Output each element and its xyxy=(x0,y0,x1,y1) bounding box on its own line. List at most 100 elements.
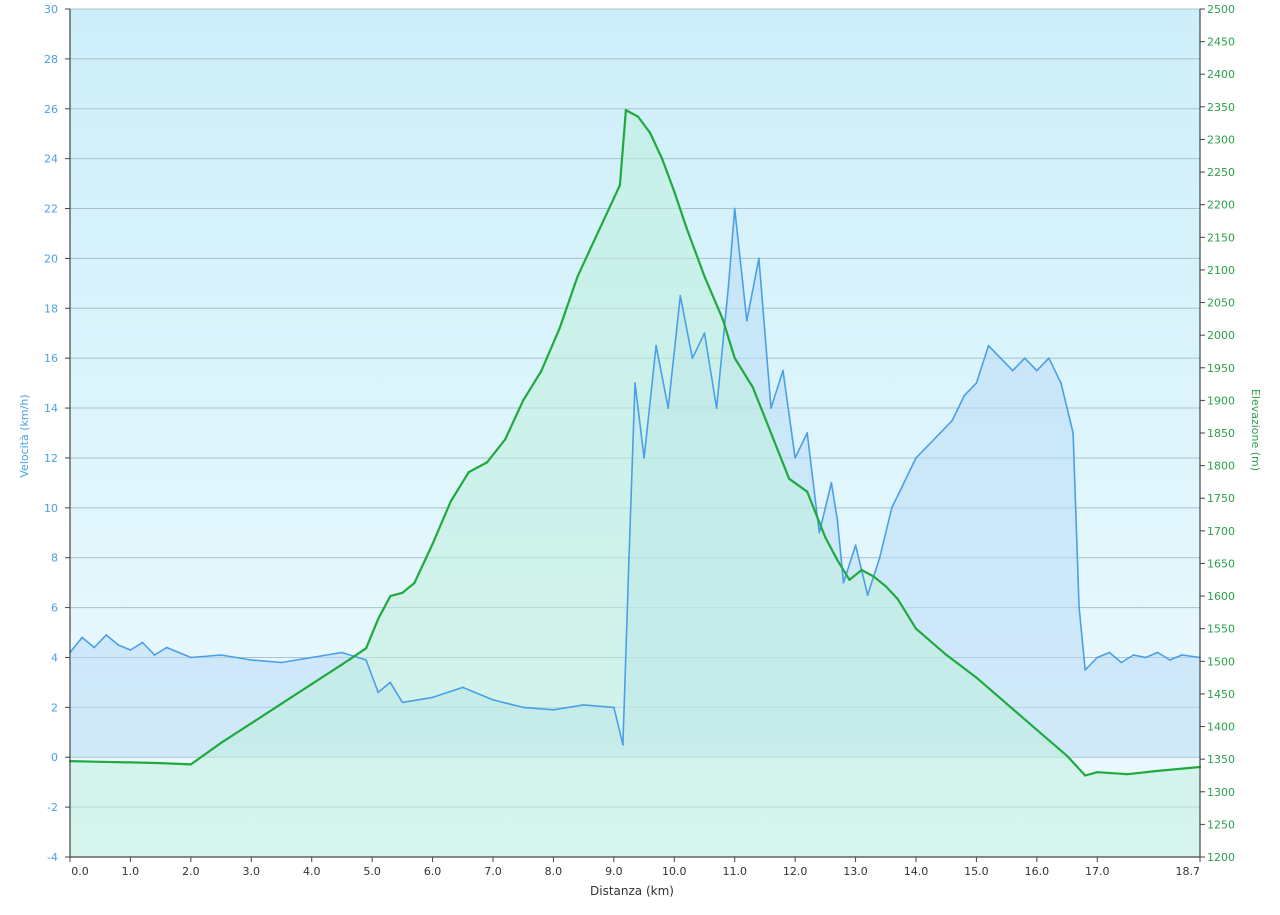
elevation-point xyxy=(365,647,368,650)
left-tick-label: 12 xyxy=(44,452,58,465)
elevation-point xyxy=(1096,771,1099,774)
elevation-point xyxy=(377,617,380,621)
right-tick-label: 1950 xyxy=(1207,362,1235,375)
elevation-point xyxy=(250,722,253,725)
speed-point xyxy=(93,646,96,649)
elevation-point xyxy=(159,762,162,765)
speed-point xyxy=(963,394,966,397)
right-tick-label: 1300 xyxy=(1207,786,1235,799)
left-tick-label: 0 xyxy=(51,751,58,764)
speed-point xyxy=(745,319,748,322)
left-tick-label: 8 xyxy=(51,552,58,565)
speed-point xyxy=(655,344,657,347)
x-tick-label: 10.0 xyxy=(662,865,687,878)
left-tick-label: 20 xyxy=(44,252,58,265)
x-tick-label: 6.0 xyxy=(424,865,442,878)
elevation-point xyxy=(884,585,887,588)
speed-point xyxy=(250,659,253,661)
speed-point xyxy=(854,544,857,547)
elevation-line xyxy=(69,109,1201,777)
right-tick-label: 1850 xyxy=(1207,427,1235,440)
elevation-point xyxy=(340,663,343,666)
speed-point xyxy=(582,704,585,706)
speed-point xyxy=(951,419,954,422)
elevation-point xyxy=(636,115,640,118)
speed-point xyxy=(341,651,343,654)
x-tick-label: 13.0 xyxy=(843,865,868,878)
elevation-point xyxy=(504,438,507,441)
elevation-point xyxy=(649,131,652,134)
right-tick-label: 1700 xyxy=(1207,525,1235,538)
elevation-point xyxy=(558,327,561,330)
speed-point xyxy=(141,641,144,644)
elevation-point xyxy=(1126,773,1129,776)
speed-point xyxy=(129,649,132,651)
elevation-point xyxy=(1156,769,1159,773)
speed-point xyxy=(117,644,120,646)
elevation-point xyxy=(914,627,918,630)
elevation-point xyxy=(624,109,628,112)
right-tick-label: 1200 xyxy=(1207,851,1235,864)
elevation-area-fill xyxy=(70,110,1200,858)
speed-point xyxy=(1072,432,1074,434)
right-tick-label: 1450 xyxy=(1207,688,1235,701)
elevation-point xyxy=(872,575,875,578)
axes: 302826242220181614121086420-2-4250024502… xyxy=(44,3,1235,878)
speed-point xyxy=(927,444,929,447)
speed-point xyxy=(1023,357,1026,360)
elevation-point xyxy=(431,542,434,546)
speed-point xyxy=(401,701,404,704)
speed-point xyxy=(987,344,990,347)
elevation-point xyxy=(413,581,416,585)
elevation-point xyxy=(860,568,863,572)
left-tick-label: -4 xyxy=(47,851,58,864)
speed-point xyxy=(903,482,905,484)
left-axis-title: Velocità (km/h) xyxy=(18,394,31,477)
elevation-point xyxy=(576,275,579,278)
speed-point xyxy=(1168,659,1171,661)
elevation-point xyxy=(612,197,616,200)
elevation-point xyxy=(540,369,543,373)
speed-point xyxy=(794,457,796,459)
elevation-point xyxy=(733,356,736,360)
speed-point xyxy=(81,636,83,639)
speed-point xyxy=(715,407,718,409)
elevation-point xyxy=(618,184,622,187)
elevation-point xyxy=(975,676,978,679)
right-tick-label: 1350 xyxy=(1207,753,1235,766)
left-tick-label: -2 xyxy=(47,801,58,814)
elevation-point xyxy=(1084,774,1087,777)
elevation-point xyxy=(99,760,102,763)
x-tick-label: 16.0 xyxy=(1025,865,1050,878)
elevation-point xyxy=(467,471,470,474)
x-tick-label: 9.0 xyxy=(605,865,623,878)
elevation-point xyxy=(310,683,313,686)
elevation-point xyxy=(1066,754,1069,758)
right-tick-label: 2000 xyxy=(1207,329,1235,342)
speed-point xyxy=(806,432,809,434)
speed-point xyxy=(431,696,434,699)
right-tick-label: 2400 xyxy=(1207,68,1235,81)
speed-point xyxy=(310,656,313,659)
elevation-point xyxy=(389,595,392,598)
right-tick-label: 2050 xyxy=(1207,297,1235,310)
elevation-point xyxy=(836,559,839,562)
speed-series xyxy=(69,207,1201,746)
speed-point xyxy=(727,282,730,285)
speed-point xyxy=(818,531,821,534)
speed-point xyxy=(890,506,893,509)
elevation-point xyxy=(189,763,192,766)
elevation-point xyxy=(522,399,525,402)
right-tick-label: 2150 xyxy=(1207,231,1235,244)
speed-point xyxy=(1181,654,1183,656)
speed-point xyxy=(628,556,630,559)
speed-point xyxy=(461,686,464,689)
speed-point xyxy=(105,634,108,636)
elevation-point xyxy=(485,461,489,464)
right-axis-title: Elevazione (m) xyxy=(1249,389,1262,471)
right-tick-label: 2200 xyxy=(1207,199,1235,212)
right-tick-label: 1550 xyxy=(1207,623,1235,636)
x-tick-label: 8.0 xyxy=(545,865,563,878)
speed-point xyxy=(1078,606,1080,609)
